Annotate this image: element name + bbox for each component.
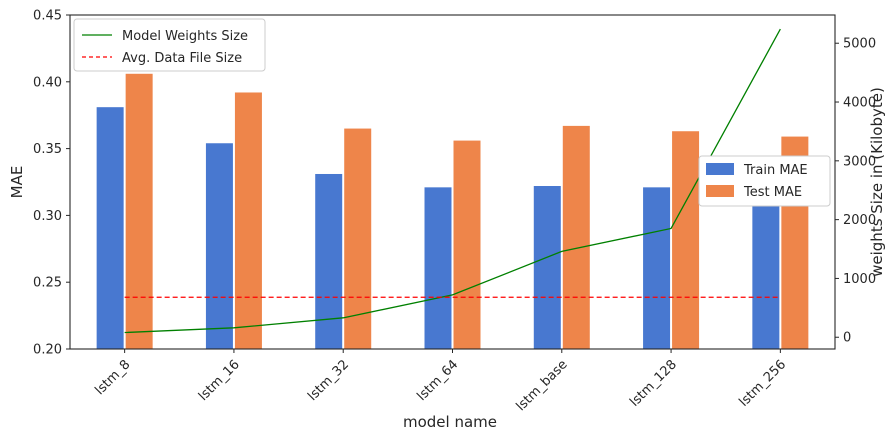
y-tick-label: 0.40 [33,75,62,90]
legend-label-train-mae: Train MAE [743,163,808,178]
y-axis-label: MAE [8,166,26,199]
y2-axis-label: weights Size in (Kilobyte) [868,87,886,277]
x-tick-label: lstm_256 [737,357,790,410]
bars-layer [96,73,809,350]
y-tick-label: 0.35 [33,142,62,157]
y2-tick-label: 5000 [843,37,876,52]
y2-tick-label: 3000 [843,154,876,169]
bar-train-mae-lstm-base [533,186,561,349]
legend-lines-box [73,18,266,72]
x-tick-label: lstm_base [514,357,571,414]
bar-train-mae-lstm-32 [315,173,343,349]
y-tick-labels: 0.20 0.25 0.30 0.35 0.40 0.45 [33,9,70,358]
y2-tick-labels: 0 1000 2000 3000 4000 5000 [835,37,876,346]
legend-swatch-train-mae [706,163,734,175]
legend-label-avg-data-file-size: Avg. Data File Size [122,51,242,66]
x-tick-label: lstm_64 [415,357,462,404]
y-tick-label: 0.25 [33,276,62,291]
bar-train-mae-lstm-64 [424,187,452,349]
x-axis-label: model name [403,413,497,431]
bar-train-mae-lstm-256 [752,190,780,349]
lines-layer [124,28,781,334]
x-tick-label: lstm_128 [627,357,680,410]
legend-label-model-weights-size: Model Weights Size [122,29,248,44]
bar-train-mae-lstm-16 [205,143,233,349]
bar-test-mae-lstm-64 [453,140,481,349]
legend-swatch-test-mae [706,185,734,197]
legend-bars: Train MAE Test MAE [698,155,831,207]
bar-test-mae-lstm-128 [672,131,700,349]
legend-lines: Model Weights Size Avg. Data File Size [73,18,266,72]
y-tick-label: 0.45 [33,9,62,24]
x-tick-label: lstm_8 [93,357,134,398]
bar-train-mae-lstm-128 [643,187,671,349]
y-tick-label: 0.20 [33,343,62,358]
x-tick-labels: lstm_8 lstm_16 lstm_32 lstm_64 lstm_base lstm… [93,349,790,414]
bar-test-mae-lstm-16 [234,92,262,349]
bar-test-mae-lstm-base [562,125,590,349]
line-model-weights-size [124,28,781,334]
y2-tick-label: 1000 [843,272,876,287]
y2-tick-label: 2000 [843,213,876,228]
y2-tick-label: 0 [843,331,851,346]
legend-label-test-mae: Test MAE [743,185,802,200]
x-tick-label: lstm_16 [196,357,243,404]
y-tick-label: 0.30 [33,209,62,224]
y2-tick-label: 4000 [843,96,876,111]
bar-test-mae-lstm-32 [344,128,372,349]
bar-train-mae-lstm-8 [96,107,124,350]
bar-test-mae-lstm-8 [125,73,153,349]
x-tick-label: lstm_32 [305,357,352,404]
